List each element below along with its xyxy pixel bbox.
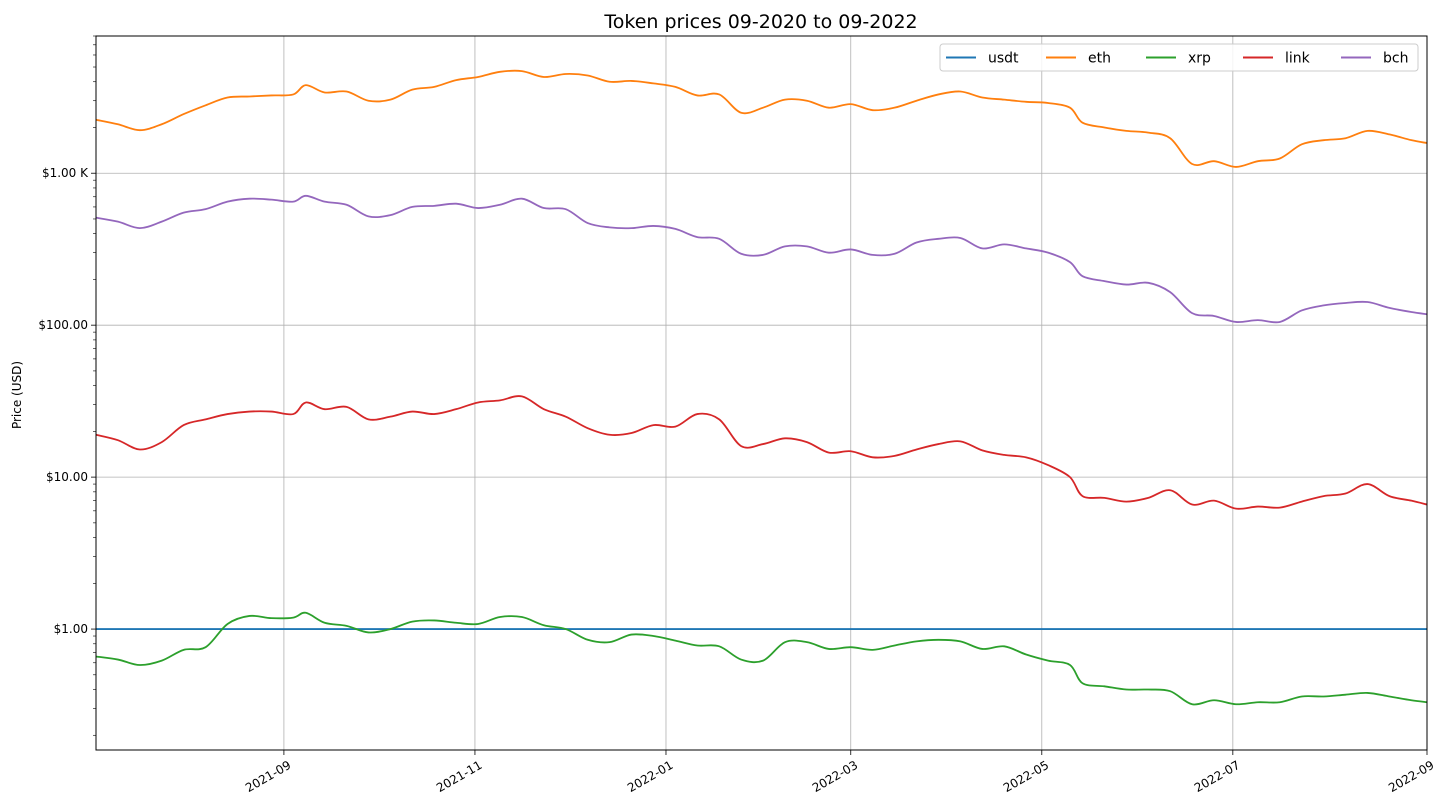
x-tick-label: 2021-11 (434, 758, 484, 795)
x-tick-label: 2022-03 (810, 758, 860, 795)
series-line-xrp (95, 611, 1428, 706)
series-line-bch (95, 194, 1428, 324)
series-line-link (95, 395, 1428, 510)
legend-label-link: link (1285, 51, 1311, 67)
legend-label-bch: bch (1383, 51, 1408, 67)
legend-box (939, 43, 1419, 72)
y-tick-label: $10.00 (46, 470, 88, 484)
tick-labels: 2021-09 2021-11 2022-01 2022-03 2022-05 2022-… (38, 166, 1436, 795)
chart-title: Token prices 09-2020 to 09-2022 (603, 11, 917, 33)
y-axis-label: Price (USD) (10, 361, 24, 429)
legend-label-eth: eth (1088, 51, 1111, 67)
legend-label-usdt: usdt (988, 51, 1019, 67)
legend: usdt eth xrp link bch (939, 43, 1419, 72)
y-tick-label: $100.00 (38, 318, 88, 332)
y-tick-label: $1.00 K (42, 166, 89, 180)
x-tick-label: 2021-09 (243, 758, 293, 795)
x-tick-label: 2022-05 (1001, 758, 1051, 795)
plot-frame (95, 35, 1428, 751)
legend-label-xrp: xrp (1188, 51, 1211, 67)
x-tick-label: 2022-07 (1192, 758, 1242, 795)
y-tick-label: $1.00 (54, 622, 88, 636)
x-tick-label: 2022-01 (625, 758, 675, 795)
series-lines (95, 69, 1428, 706)
x-tick-label: 2022-09 (1386, 758, 1436, 795)
gridlines (96, 36, 1428, 750)
series-line-eth (95, 69, 1428, 168)
axes (91, 35, 1428, 755)
